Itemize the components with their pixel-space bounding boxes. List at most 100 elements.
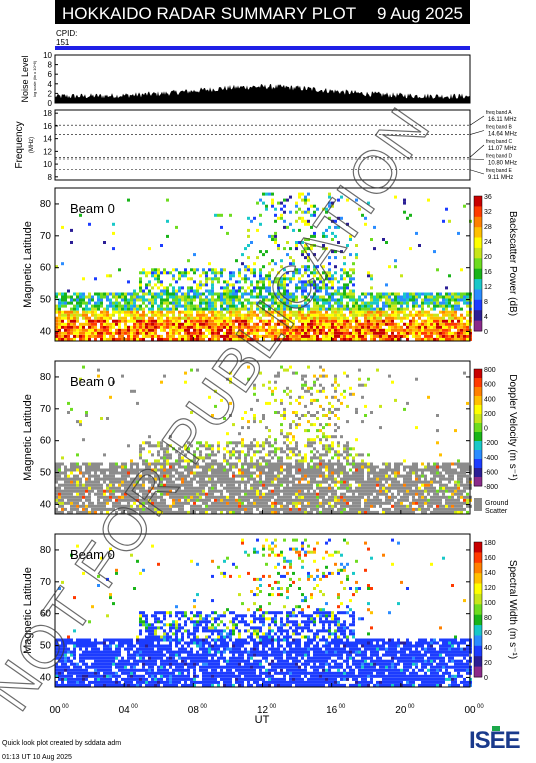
radar-cell (427, 334, 430, 338)
radar-cell (283, 289, 286, 293)
radar-cell (157, 319, 160, 323)
radar-cell (385, 328, 388, 332)
radar-cell (418, 316, 421, 320)
radar-cell (82, 507, 85, 511)
radar-cell (373, 322, 376, 326)
radar-cell (61, 492, 64, 496)
radar-cell (217, 280, 220, 284)
radar-cell (250, 283, 253, 287)
radar-cell (283, 268, 286, 272)
radar-cell (169, 474, 172, 478)
radar-cell (223, 498, 226, 502)
radar-cell (127, 292, 130, 296)
radar-cell (289, 365, 292, 369)
radar-cell (133, 328, 136, 332)
radar-cell (397, 465, 400, 469)
radar-cell (379, 292, 382, 296)
radar-cell (94, 310, 97, 314)
radar-cell (289, 480, 292, 484)
radar-cell (157, 477, 160, 481)
radar-cell (67, 495, 70, 499)
radar-cell (289, 295, 292, 299)
radar-cell (298, 325, 301, 329)
radar-cell (136, 325, 139, 329)
radar-cell (187, 489, 190, 493)
radar-cell (151, 498, 154, 502)
radar-cell (436, 325, 439, 329)
radar-cell (235, 492, 238, 496)
radar-cell (235, 441, 238, 445)
radar-cell (154, 271, 157, 275)
radar-cell (361, 474, 364, 478)
radar-cell (388, 486, 391, 490)
radar-cell (322, 283, 325, 287)
radar-cell (343, 283, 346, 287)
radar-cell (139, 316, 142, 320)
radar-cell (196, 368, 199, 372)
frequency-band-label: freq band D (486, 154, 513, 160)
radar-cell (319, 365, 322, 369)
radar-cell (349, 504, 352, 508)
radar-cell (88, 319, 91, 323)
radar-cell (352, 471, 355, 475)
radar-cell (343, 395, 346, 399)
radar-cell (193, 268, 196, 272)
radar-cell (268, 465, 271, 469)
radar-cell (181, 495, 184, 499)
radar-cell (157, 316, 160, 320)
radar-cell (85, 301, 88, 305)
radar-cell (271, 313, 274, 317)
radar-cell (166, 307, 169, 311)
radar-cell (355, 477, 358, 481)
radar-cells (55, 192, 472, 341)
radar-cell (232, 423, 235, 427)
radar-cell (67, 480, 70, 484)
radar-cell (271, 316, 274, 320)
radar-cell (346, 307, 349, 311)
radar-cell (85, 504, 88, 508)
radar-cell (232, 477, 235, 481)
radar-cell (280, 213, 283, 217)
radar-cell (310, 480, 313, 484)
radar-cell (427, 301, 430, 305)
radar-cell (289, 307, 292, 311)
noise-tick-label: 2 (48, 89, 53, 98)
radar-cell (181, 292, 184, 296)
radar-cell (400, 474, 403, 478)
radar-cell (196, 268, 199, 272)
radar-cell (337, 465, 340, 469)
radar-cell (343, 456, 346, 460)
radar-cell (319, 374, 322, 378)
radar-cell (220, 328, 223, 332)
radar-cell (367, 480, 370, 484)
radar-cell (373, 489, 376, 493)
radar-cell (247, 277, 250, 281)
radar-cell (430, 489, 433, 493)
radar-cell (457, 501, 460, 505)
radar-cell (340, 504, 343, 508)
radar-cell (406, 316, 409, 320)
radar-cell (412, 322, 415, 326)
frequency-unit: (MHz) (29, 137, 35, 153)
radar-cell (232, 450, 235, 454)
radar-cell (172, 316, 175, 320)
radar-cell (85, 462, 88, 466)
radar-cell (205, 271, 208, 275)
radar-cell (322, 328, 325, 332)
radar-cell (265, 501, 268, 505)
radar-cell (454, 334, 457, 338)
radar-cell (286, 456, 289, 460)
radar-cell (175, 477, 178, 481)
radar-cell (58, 462, 61, 466)
radar-cell (370, 337, 373, 341)
radar-cell (235, 304, 238, 308)
radar-cell (304, 325, 307, 329)
radar-cell (382, 238, 385, 241)
radar-cell (316, 492, 319, 496)
radar-cell (124, 295, 127, 299)
radar-cell (94, 277, 97, 281)
radar-cell (250, 444, 253, 448)
radar-cell (187, 495, 190, 499)
radar-cell (163, 486, 166, 490)
